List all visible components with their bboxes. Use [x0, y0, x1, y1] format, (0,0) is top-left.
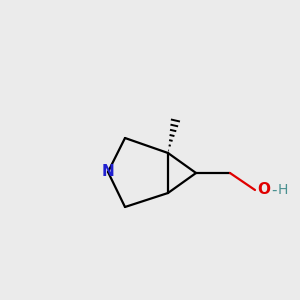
Text: H: H — [278, 183, 288, 197]
Text: N: N — [102, 164, 114, 179]
Text: O: O — [257, 182, 270, 197]
Text: -: - — [271, 182, 277, 197]
